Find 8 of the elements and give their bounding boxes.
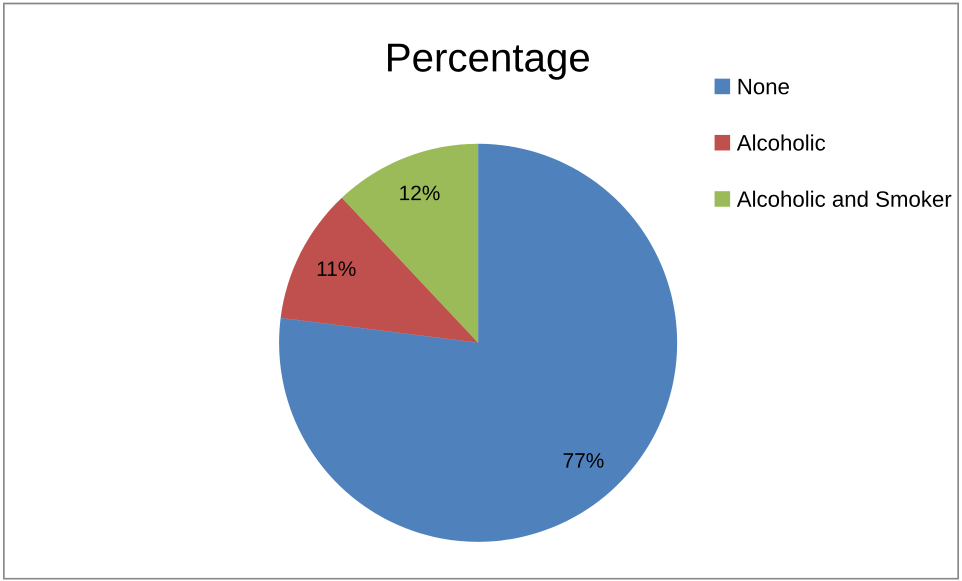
data-label: 12%: [400, 186, 440, 200]
legend-label: Alcoholic: [736, 134, 826, 151]
legend-label: Alcoholic and Smoker: [736, 190, 952, 207]
chart-title: Percentage: [388, 44, 589, 80]
data-label: 77%: [564, 453, 604, 468]
data-label: 11%: [318, 261, 356, 276]
legend-label: None: [738, 78, 789, 94]
pie-slice: [279, 144, 678, 542]
